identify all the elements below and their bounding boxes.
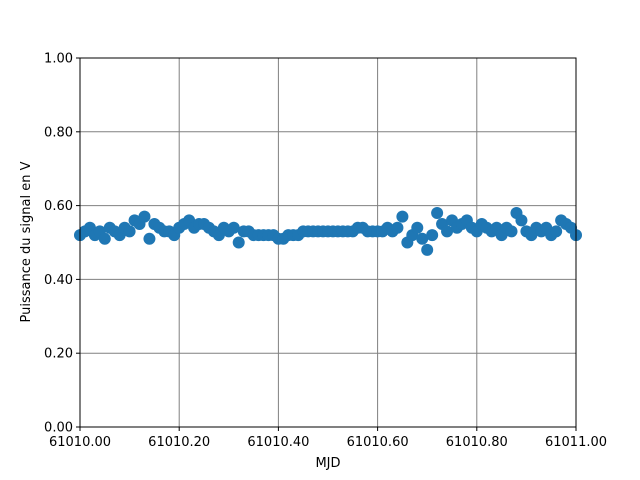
point — [416, 232, 429, 245]
y-axis-label: Puissance du signal en V — [19, 161, 34, 322]
x-axis-label: MJD — [315, 456, 340, 471]
x-tick-label: 61010.00 — [49, 435, 111, 450]
point — [515, 214, 528, 227]
point — [426, 229, 439, 242]
x-tick-label: 61010.60 — [347, 435, 409, 450]
y-tick-label: 0.80 — [44, 125, 73, 140]
y-tick-label: 0.40 — [44, 273, 73, 288]
y-tick-label: 0.20 — [44, 347, 73, 362]
x-tick-label: 61011.00 — [545, 435, 607, 450]
x-tick-label: 61010.40 — [247, 435, 309, 450]
point — [441, 225, 454, 238]
y-tick-label: 0.00 — [44, 421, 73, 436]
point — [123, 225, 136, 238]
point — [431, 206, 444, 219]
plot-frame — [79, 57, 577, 428]
point — [505, 225, 518, 238]
point — [98, 232, 111, 245]
point — [232, 236, 245, 249]
point — [550, 225, 563, 238]
point — [396, 210, 409, 223]
point — [421, 243, 434, 256]
point — [411, 221, 424, 234]
y-tick-label: 1.00 — [44, 52, 73, 67]
point — [227, 221, 240, 234]
point — [391, 221, 404, 234]
point — [143, 232, 156, 245]
x-tick-label: 61010.20 — [148, 435, 210, 450]
point — [138, 210, 151, 223]
y-tick-label: 0.60 — [44, 199, 73, 214]
x-tick-label: 61010.80 — [446, 435, 508, 450]
